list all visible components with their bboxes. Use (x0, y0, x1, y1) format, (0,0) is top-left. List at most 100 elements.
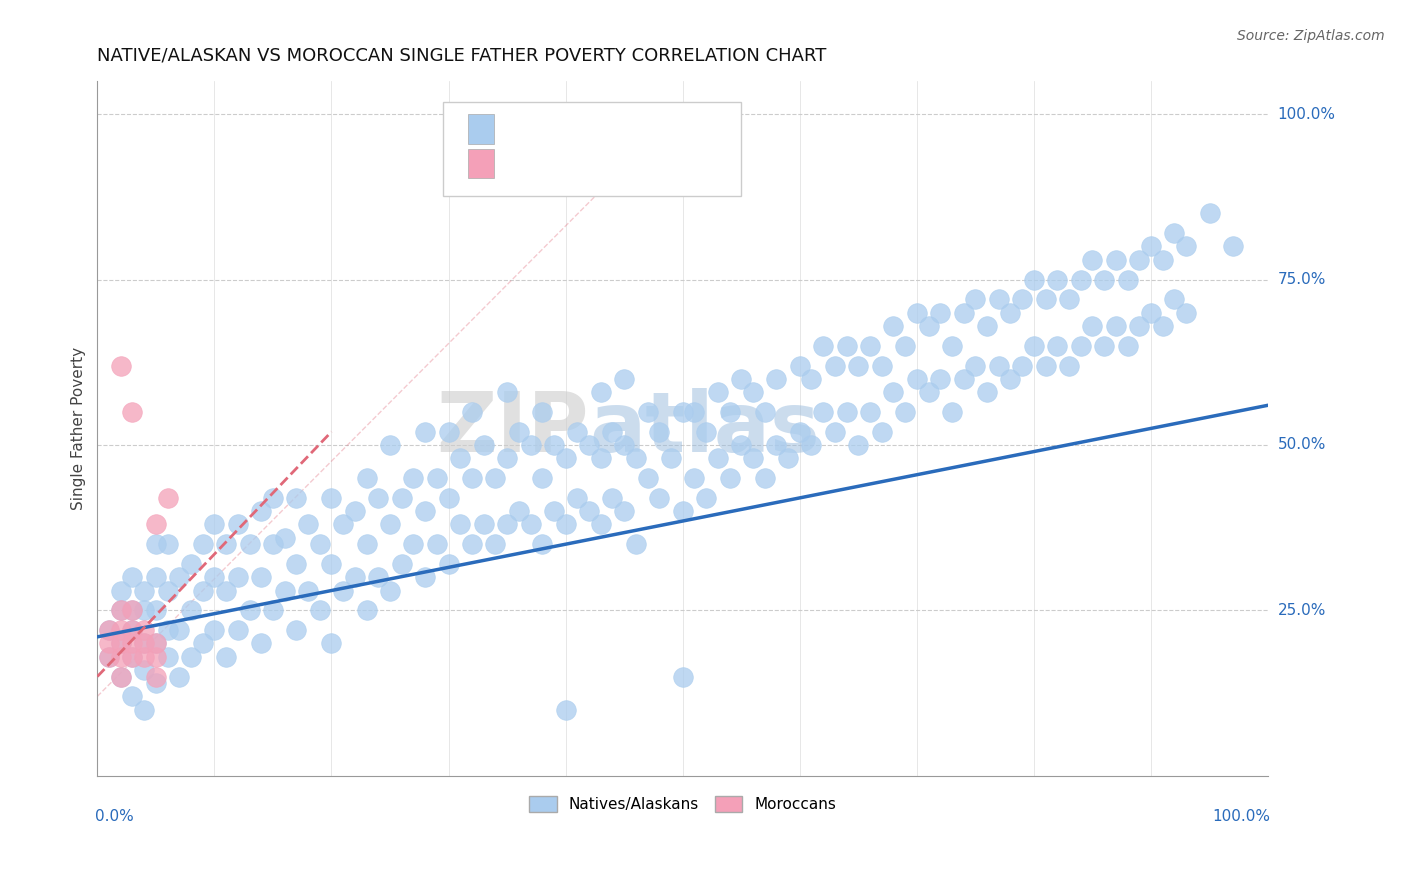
Point (941, 339, 963, 353)
Point (882, 384, 904, 399)
Point (659, 451, 682, 466)
Point (285, 624, 308, 638)
Point (145, 649, 167, 664)
Point (835, 339, 858, 353)
Point (356, 603, 378, 617)
Point (835, 405, 858, 419)
Point (297, 517, 319, 532)
Point (321, 491, 343, 505)
Point (145, 570, 167, 584)
Point (1000, 372, 1022, 386)
Text: R = 0.59: R = 0.59 (503, 156, 571, 171)
Point (121, 603, 143, 617)
Point (215, 537, 238, 551)
Point (1035, 359, 1057, 373)
Point (134, 603, 156, 617)
Point (215, 649, 238, 664)
Point (413, 570, 436, 584)
Point (987, 293, 1010, 307)
Point (730, 438, 752, 452)
Point (882, 318, 904, 333)
Point (145, 676, 167, 690)
Point (578, 438, 600, 452)
Point (554, 703, 576, 717)
Point (496, 517, 519, 532)
Point (145, 636, 167, 650)
Legend: Natives/Alaskans, Moroccans: Natives/Alaskans, Moroccans (523, 790, 842, 818)
Point (965, 359, 987, 373)
Point (426, 537, 449, 551)
Point (917, 384, 939, 399)
Point (707, 384, 730, 399)
Point (1175, 239, 1198, 253)
Point (367, 570, 389, 584)
Point (519, 517, 541, 532)
Point (613, 438, 636, 452)
Point (204, 570, 226, 584)
Point (426, 471, 449, 485)
Point (204, 624, 226, 638)
Point (402, 471, 425, 485)
Point (98, 636, 121, 650)
Point (134, 636, 156, 650)
Point (554, 517, 576, 532)
Point (1057, 293, 1080, 307)
Point (297, 583, 319, 598)
Point (215, 583, 238, 598)
Point (672, 405, 695, 419)
Point (1022, 272, 1045, 286)
Point (121, 690, 143, 704)
Point (134, 649, 156, 664)
Point (110, 636, 132, 650)
Point (110, 603, 132, 617)
Point (402, 537, 425, 551)
FancyBboxPatch shape (468, 149, 495, 178)
Point (789, 359, 811, 373)
Point (742, 451, 765, 466)
Point (1011, 359, 1033, 373)
Point (98, 624, 121, 638)
Text: 100.0%: 100.0% (1212, 809, 1271, 824)
Point (1152, 318, 1174, 333)
Point (238, 603, 260, 617)
Point (378, 583, 401, 598)
Point (941, 405, 963, 419)
Point (367, 491, 389, 505)
Point (134, 583, 156, 598)
Point (145, 517, 167, 532)
Point (262, 537, 284, 551)
Point (98, 649, 121, 664)
Text: 25.0%: 25.0% (1278, 603, 1326, 618)
Point (413, 425, 436, 439)
Point (226, 624, 249, 638)
Point (894, 405, 917, 419)
Point (1011, 293, 1033, 307)
Point (602, 425, 624, 439)
Point (110, 669, 132, 683)
Point (156, 491, 179, 505)
Point (1046, 339, 1069, 353)
Point (589, 384, 612, 399)
Point (156, 537, 179, 551)
Point (121, 624, 143, 638)
Point (262, 603, 284, 617)
Point (156, 583, 179, 598)
Point (789, 425, 811, 439)
Point (121, 649, 143, 664)
Point (273, 583, 295, 598)
Point (262, 491, 284, 505)
Point (145, 603, 167, 617)
Text: R = 0.478: R = 0.478 (503, 121, 581, 136)
Point (110, 649, 132, 664)
Point (378, 517, 401, 532)
Point (718, 405, 741, 419)
Point (952, 305, 974, 319)
Point (308, 603, 330, 617)
Point (531, 537, 554, 551)
Point (461, 537, 484, 551)
Point (391, 491, 413, 505)
Point (121, 649, 143, 664)
Point (285, 557, 308, 571)
Point (169, 570, 191, 584)
Point (554, 451, 576, 466)
